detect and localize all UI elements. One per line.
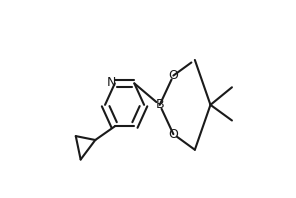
Text: O: O bbox=[168, 69, 178, 82]
Text: N: N bbox=[107, 76, 116, 89]
Text: B: B bbox=[155, 98, 164, 111]
Text: O: O bbox=[168, 128, 178, 141]
